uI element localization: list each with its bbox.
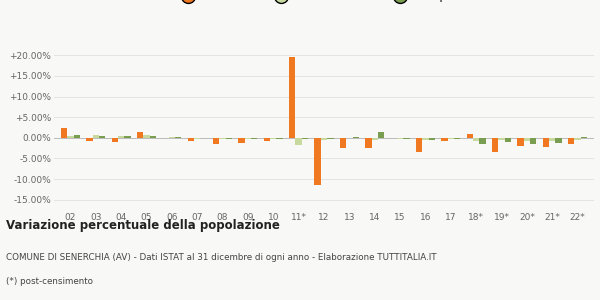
Bar	[188, 138, 194, 141]
Bar	[568, 138, 574, 144]
Bar	[441, 138, 448, 141]
Bar	[112, 138, 118, 142]
Bar	[524, 138, 530, 141]
Bar	[86, 138, 92, 141]
Text: (*) post-censimento: (*) post-censimento	[6, 277, 93, 286]
Bar	[264, 138, 270, 141]
Bar	[492, 138, 498, 152]
Bar	[416, 138, 422, 152]
Bar	[517, 138, 524, 146]
Bar	[226, 138, 232, 139]
Bar	[378, 132, 384, 138]
Bar	[371, 138, 378, 140]
Bar	[92, 134, 99, 138]
Bar	[143, 134, 150, 138]
Bar	[245, 138, 251, 139]
Bar	[473, 138, 479, 141]
Bar	[574, 138, 581, 140]
Bar	[251, 138, 257, 139]
Bar	[314, 138, 321, 185]
Bar	[118, 136, 124, 138]
Bar	[302, 138, 308, 139]
Bar	[340, 138, 346, 148]
Bar	[530, 138, 536, 144]
Bar	[277, 138, 283, 139]
Bar	[467, 134, 473, 138]
Bar	[220, 138, 226, 139]
Bar	[270, 138, 277, 139]
Bar	[295, 138, 302, 145]
Bar	[498, 138, 505, 140]
Bar	[505, 138, 511, 142]
Bar	[556, 138, 562, 143]
Bar	[99, 136, 106, 138]
Bar	[428, 138, 435, 140]
Text: Variazione percentuale della popolazione: Variazione percentuale della popolazione	[6, 220, 280, 232]
Bar	[169, 137, 175, 138]
Bar	[238, 138, 245, 143]
Bar	[479, 138, 485, 144]
Bar	[581, 137, 587, 138]
Bar	[124, 136, 131, 138]
Bar	[150, 136, 156, 138]
Bar	[397, 138, 403, 139]
Bar	[549, 138, 556, 141]
Bar	[61, 128, 67, 138]
Bar	[365, 138, 371, 148]
Bar	[213, 138, 220, 144]
Legend: Senerchia, Provincia di AV, Campania: Senerchia, Provincia di AV, Campania	[173, 0, 475, 7]
Text: COMUNE DI SENERCHIA (AV) - Dati ISTAT al 31 dicembre di ogni anno - Elaborazione: COMUNE DI SENERCHIA (AV) - Dati ISTAT al…	[6, 253, 437, 262]
Bar	[321, 138, 327, 140]
Bar	[353, 137, 359, 138]
Bar	[403, 138, 410, 139]
Bar	[422, 138, 428, 140]
Bar	[289, 57, 295, 138]
Bar	[454, 138, 460, 139]
Bar	[327, 138, 334, 139]
Bar	[67, 136, 74, 138]
Bar	[542, 138, 549, 147]
Bar	[175, 137, 181, 138]
Bar	[137, 132, 143, 138]
Bar	[448, 138, 454, 139]
Bar	[194, 138, 200, 139]
Bar	[74, 135, 80, 138]
